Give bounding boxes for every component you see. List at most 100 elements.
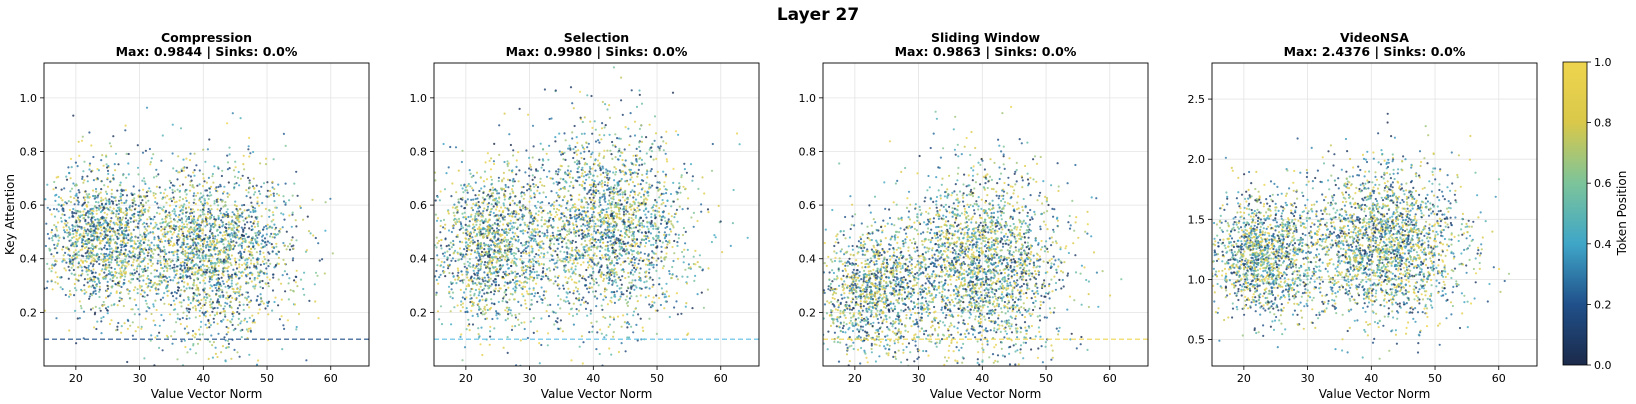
scatter-point (514, 285, 517, 288)
scatter-point (483, 248, 486, 251)
scatter-point (142, 257, 145, 260)
scatter-point (530, 168, 533, 171)
scatter-point (171, 266, 174, 269)
scatter-point (468, 232, 471, 235)
scatter-point (212, 341, 215, 344)
x-tick-label: 40 (196, 372, 210, 385)
scatter-point (72, 207, 75, 211)
scatter-point (209, 215, 212, 218)
scatter-point (120, 298, 123, 301)
scatter-point (295, 239, 298, 242)
scatter-point (479, 268, 482, 271)
scatter-point (75, 221, 78, 224)
axes-frame (43, 62, 370, 367)
scatter-point (159, 261, 162, 264)
scatter-point (238, 290, 241, 293)
scatter-point (88, 279, 91, 283)
scatter-point (500, 258, 503, 262)
scatter-point (563, 215, 566, 218)
scatter-point (74, 229, 77, 232)
scatter-point (216, 269, 219, 272)
scatter-point (88, 193, 91, 196)
scatter-point (221, 269, 224, 272)
scatter-point (248, 227, 251, 230)
scatter-point (241, 293, 244, 296)
scatter-point (202, 204, 205, 207)
scatter-point (107, 254, 110, 257)
scatter-point (485, 230, 488, 233)
scatter-point (191, 287, 194, 290)
scatter-point (141, 206, 144, 209)
scatter-point (444, 237, 447, 240)
scatter-point (156, 202, 159, 205)
scatter-point (314, 300, 317, 303)
scatter-point (119, 195, 122, 198)
scatter-point (176, 188, 179, 191)
scatter-point (106, 312, 109, 315)
scatter-point (448, 254, 451, 257)
scatter-point (98, 288, 101, 291)
scatter-point (158, 212, 161, 215)
scatter-point (479, 228, 482, 232)
scatter-point (73, 203, 76, 206)
scatter-point (154, 268, 157, 271)
scatter-point (105, 221, 108, 224)
scatter-point (238, 184, 241, 187)
scatter-point (236, 215, 239, 218)
scatter-point (483, 313, 486, 316)
scatter-point (483, 242, 486, 245)
scatter-point (539, 181, 542, 184)
scatter-point (191, 334, 194, 337)
scatter-point (99, 206, 102, 209)
scatter-point (100, 269, 103, 272)
scatter-point (491, 317, 494, 321)
scatter-point (465, 285, 468, 288)
scatter-point (221, 289, 224, 292)
scatter-point (271, 211, 274, 214)
scatter-point (174, 274, 177, 277)
scatter-point (506, 351, 509, 354)
scatter-point (239, 329, 242, 332)
scatter-point (137, 173, 140, 176)
scatter-point (504, 309, 507, 312)
scatter-point (637, 262, 640, 265)
scatter-point (185, 226, 188, 229)
scatter-point (509, 143, 512, 147)
scatter-point (543, 290, 546, 293)
scatter-point (221, 200, 224, 203)
scatter-point (162, 255, 166, 258)
scatter-point (163, 292, 166, 295)
scatter-point (163, 231, 166, 234)
scatter-point (114, 247, 117, 250)
scatter-point (490, 203, 493, 206)
scatter-point (208, 222, 211, 225)
scatter-point (212, 317, 215, 320)
scatter-point (464, 310, 467, 314)
scatter-point (120, 188, 123, 191)
scatter-point (511, 293, 514, 296)
scatter-point (108, 322, 112, 326)
scatter-point (256, 200, 259, 203)
scatter-point (72, 251, 76, 254)
scatter-point (88, 162, 92, 165)
scatter-point (243, 209, 246, 212)
scatter-point (198, 226, 201, 229)
scatter-point (171, 233, 174, 236)
scatter-point (488, 229, 491, 232)
scatter-point (444, 275, 447, 278)
scatter-point (442, 226, 445, 229)
scatter-point (215, 283, 218, 286)
scatter-point (198, 183, 201, 186)
scatter-point (207, 210, 210, 213)
scatter-point (487, 255, 490, 258)
scatter-point (532, 263, 535, 266)
scatter-point (100, 196, 103, 199)
scatter-point (508, 298, 511, 301)
scatter-point (127, 233, 130, 236)
scatter-point (510, 261, 513, 264)
scatter-point (127, 152, 130, 156)
scatter-point (131, 264, 135, 267)
scatter-point (57, 195, 61, 199)
scatter-point (459, 309, 462, 313)
scatter-point (478, 206, 482, 209)
